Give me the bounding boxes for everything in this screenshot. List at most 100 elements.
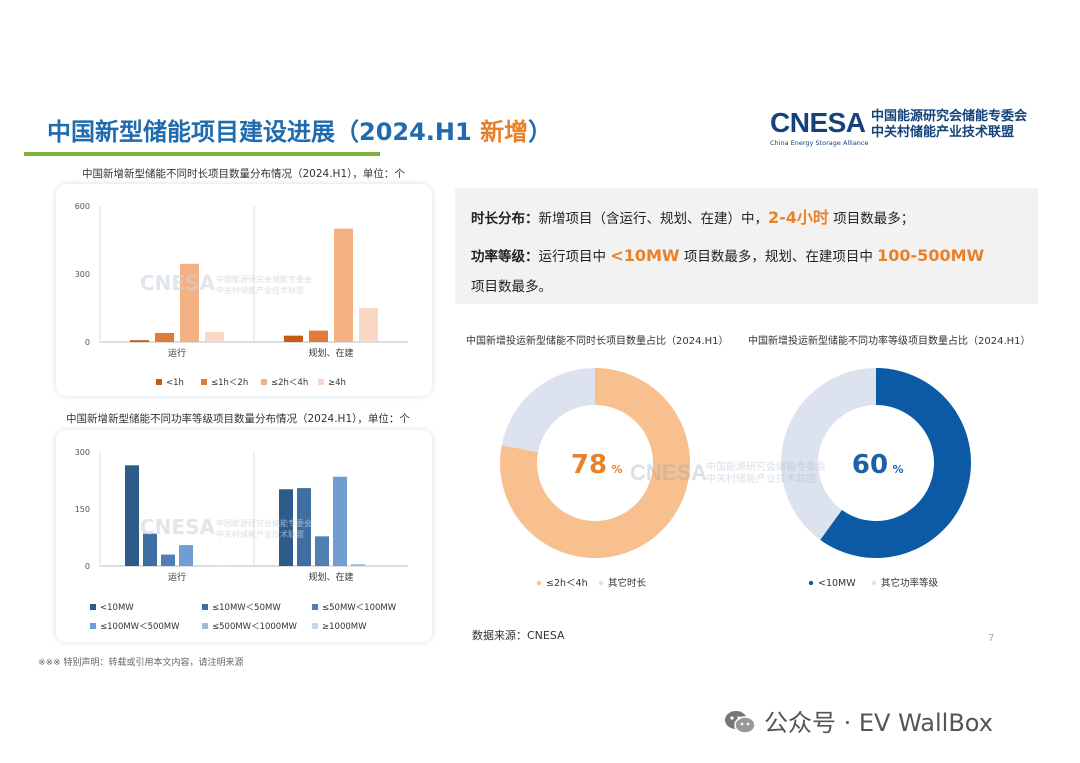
duration-label: 时长分布： [471,211,539,227]
bar [297,488,311,566]
bar [284,335,303,342]
bar [130,340,149,342]
bar [333,476,347,566]
page-title: 中国新型储能项目建设进展（2024.H1 新增） [47,112,552,147]
legend-swatch [90,623,96,629]
legend-label: ≤100MW＜500MW [100,622,180,632]
legend-label: 其它时长 [608,577,647,589]
chart2-panel: 0 150 300 运行 规划、在建 <10MW ≤10MW＜50MW ≤50MW＜100MW… [56,430,432,642]
cnesa-logo: CNESA China Energy Storage Alliance 中国能源… [768,107,1048,147]
legend-label: <10MW [818,578,856,589]
bar [351,564,365,566]
power-text: 运行项目中 [538,249,611,265]
bar [143,533,157,566]
logo-sub: China Energy Storage Alliance [770,139,869,147]
donut1-title: 中国新增投运新型储能不同时长项目数量占比（2024.H1） [466,336,729,347]
legend-swatch [156,379,162,385]
watermark-word: CNESA [140,271,215,295]
bar [334,228,353,342]
legend-swatch [201,379,207,385]
wechat-icon [725,711,756,734]
legend-swatch [90,604,96,610]
legend-swatch [312,604,318,610]
legend-swatch [202,623,208,629]
bar [215,566,229,567]
donut-slice [500,368,690,558]
legend-dot [808,580,814,586]
y-tick-label: 300 [75,270,90,279]
bar [369,565,383,566]
watermark-cn1: 中国能源研究会储能专委会 [706,462,826,473]
power-mid: 项目数最多，规划、在建项目中 [679,249,878,265]
watermark-word: CNESA [140,515,215,539]
chart1-panel: 0 300 600 运行 规划、在建 <1h ≤1h＜2h ≤2h＜4h ≥4h CNESA 中国能… [56,184,432,396]
logo-cn-line1: 中国能源研究会储能专委会 [871,109,1028,124]
watermark-cn2: 中关村储能产业技术联盟 [216,529,304,539]
y-tick-label: 300 [75,448,90,457]
bar [161,554,175,566]
donut2-title: 中国新增投运新型储能不同功率等级项目数量占比（2024.H1） [748,336,1031,347]
watermark-cn1: 中国能源研究会储能专委会 [216,274,312,284]
page-number: 7 [988,633,995,644]
data-source: 数据来源：CNESA [472,629,565,642]
bar [315,536,329,566]
legend-label: ≤500MW＜1000MW [212,622,298,632]
chart1-svg: 0 300 600 运行 规划、在建 <1h ≤1h＜2h ≤2h＜4h ≥4h CNESA 中国能… [75,202,408,388]
title-text: 中国新型储能项目建设进展（2024.H1 [47,118,481,146]
summary-line-duration: 时长分布：新增项目（含运行、规划、在建）中，2-4小时 项目数最多； [471,204,914,228]
watermark-cn2: 中关村储能产业技术联盟 [216,285,304,295]
legend-label: ≤10MW＜50MW [212,603,281,613]
y-tick-label: 0 [85,562,90,571]
watermark-cn2: 中关村储能产业技术联盟 [706,474,816,485]
x-tick-label: 运行 [168,347,186,359]
x-tick-label: 规划、在建 [308,347,353,359]
bar [125,465,139,566]
legend-label: ≤1h＜2h [211,378,248,388]
bar [309,330,328,342]
power-highlight-2: 100-500MW [877,246,985,265]
legend-label: <10MW [100,603,134,613]
duration-text: 新增项目（含运行、规划、在建）中， [538,211,769,227]
logo-word: CNESA [770,107,866,138]
x-tick-label: 运行 [168,571,186,583]
legend-label: ≥1000MW [322,622,367,632]
title-end: ） [528,118,553,146]
legend-dot [871,580,877,586]
legend-dot [598,580,604,586]
logo-cn-line2: 中关村储能产业技术联盟 [871,125,1015,140]
summary-box: 时长分布：新增项目（含运行、规划、在建）中，2-4小时 项目数最多； 功率等级：… [455,188,1038,304]
legend-label: <1h [166,378,184,388]
bar [197,566,211,567]
bar [180,263,199,342]
duration-end: 项目数最多； [828,211,915,227]
donut-center-value: 78 [571,450,607,480]
legend-label: ≥4h [328,378,346,388]
bar [205,331,224,342]
watermark-word: CNESA [630,460,708,485]
duration-highlight: 2-4小时 [768,208,829,227]
wechat-footer: 公众号 · EV WallBox [724,703,993,738]
legend-swatch [312,623,318,629]
legend-dot [536,580,542,586]
footer-text: 公众号 · EV WallBox [764,709,993,737]
legend-label: ≤2h＜4h [546,578,588,589]
title-underline [24,152,380,156]
title-highlight: 新增 [480,118,529,146]
donut-center-value: 60 [852,450,888,480]
legend-label: ≤50MW＜100MW [322,603,397,613]
legend-label: 其它功率等级 [881,577,939,589]
chart2-svg: 0 150 300 运行 规划、在建 <10MW ≤10MW＜50MW ≤50MW＜100MW… [75,448,408,632]
power-label: 功率等级： [471,249,539,265]
donut-center-unit: % [892,463,903,476]
bar [359,308,378,342]
y-tick-label: 600 [75,202,90,211]
donut-slice [820,368,972,558]
bar [179,545,193,566]
chart1-title: 中国新增新型储能不同时长项目数量分布情况（2024.H1），单位：个 [82,168,405,180]
disclaimer: ※※※ 特别声明：转载或引用本文内容，请注明来源 [38,658,244,668]
watermark-cn1: 中国能源研究会储能专委会 [216,518,312,528]
legend-swatch [202,604,208,610]
donut-charts: 78 % ≤2h＜4h 其它时长 60 % <10MW 其它功率等级 [500,368,972,589]
summary-line-power: 功率等级：运行项目中 <10MW 项目数最多，规划、在建项目中 100-500M… [471,245,984,265]
legend-swatch [261,379,267,385]
